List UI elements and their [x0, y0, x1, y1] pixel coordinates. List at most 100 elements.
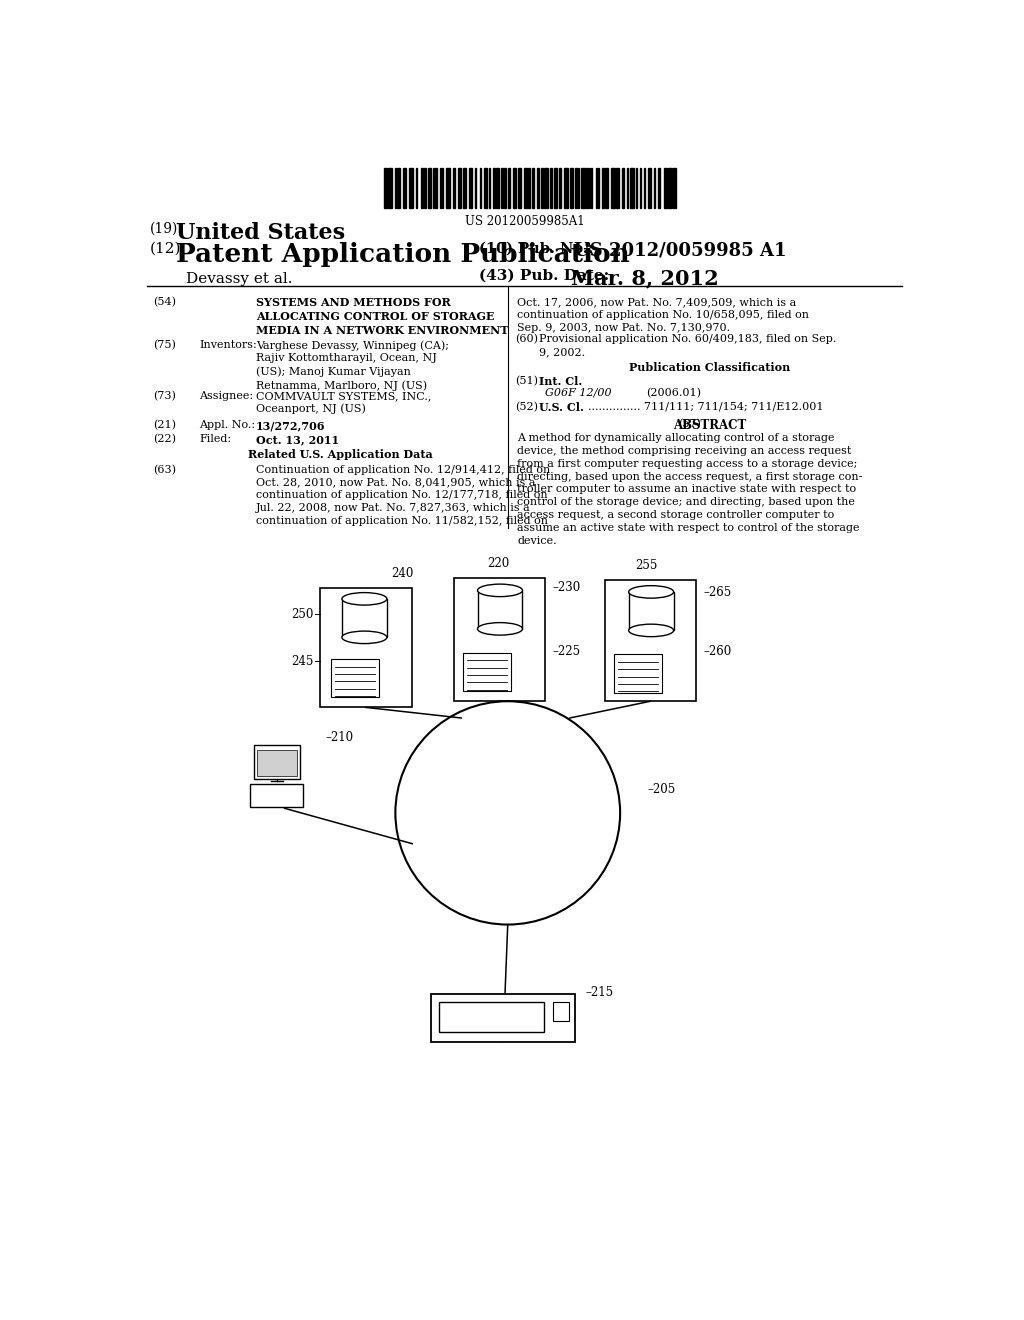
Bar: [402, 168, 407, 207]
Bar: [545, 168, 548, 207]
Bar: [410, 168, 413, 207]
Ellipse shape: [342, 631, 387, 644]
Text: –205: –205: [647, 783, 676, 796]
Bar: [488, 168, 489, 207]
Bar: [527, 168, 529, 207]
Text: 245: 245: [292, 655, 314, 668]
Bar: [342, 599, 387, 638]
Text: –265: –265: [703, 586, 731, 599]
Text: Int. Cl.: Int. Cl.: [539, 376, 582, 387]
Bar: [644, 168, 645, 207]
Text: 255: 255: [636, 558, 658, 572]
Bar: [484, 168, 487, 207]
Bar: [614, 655, 662, 693]
Bar: [254, 744, 300, 779]
Text: Oct. 13, 2011: Oct. 13, 2011: [256, 434, 339, 445]
Bar: [435, 168, 437, 207]
Bar: [421, 168, 423, 207]
Bar: [589, 168, 590, 207]
Text: Publication Classification: Publication Classification: [629, 363, 790, 374]
Bar: [627, 168, 628, 207]
Text: Appl. No.:: Appl. No.:: [200, 420, 255, 430]
Bar: [664, 168, 667, 207]
Text: (63): (63): [153, 465, 176, 475]
Bar: [428, 168, 431, 207]
Bar: [582, 168, 585, 207]
Text: (12): (12): [150, 242, 181, 256]
Bar: [331, 659, 379, 697]
Text: –260: –260: [703, 644, 731, 657]
Text: United States: United States: [176, 222, 345, 244]
Text: (57): (57): [678, 418, 701, 429]
Bar: [424, 168, 426, 207]
Bar: [596, 168, 597, 207]
Text: US 2012/0059985 A1: US 2012/0059985 A1: [573, 242, 786, 260]
Text: Patent Application Publication: Patent Application Publication: [176, 242, 630, 267]
Bar: [541, 168, 544, 207]
Bar: [513, 168, 516, 207]
Ellipse shape: [342, 593, 387, 605]
Text: (75): (75): [153, 341, 176, 350]
Bar: [384, 168, 387, 207]
Text: 240: 240: [391, 568, 414, 581]
Bar: [564, 168, 568, 207]
Bar: [453, 168, 455, 207]
Text: SYSTEMS AND METHODS FOR
ALLOCATING CONTROL OF STORAGE
MEDIA IN A NETWORK ENVIRON: SYSTEMS AND METHODS FOR ALLOCATING CONTR…: [256, 297, 508, 337]
Text: 220: 220: [487, 557, 510, 570]
Bar: [469, 168, 472, 207]
Bar: [604, 168, 608, 207]
Text: (43) Pub. Date:: (43) Pub. Date:: [479, 268, 609, 282]
Bar: [648, 168, 651, 207]
Text: Varghese Devassy, Winnipeg (CA);
Rajiv Kottomtharayil, Ocean, NJ
(US); Manoj Kum: Varghese Devassy, Winnipeg (CA); Rajiv K…: [256, 341, 449, 391]
Text: Oct. 17, 2006, now Pat. No. 7,409,509, which is a
continuation of application No: Oct. 17, 2006, now Pat. No. 7,409,509, w…: [517, 297, 809, 333]
Text: –215: –215: [586, 986, 613, 999]
Text: 13/272,706: 13/272,706: [256, 420, 326, 432]
Text: G06F 12/00: G06F 12/00: [545, 388, 611, 397]
Bar: [658, 168, 660, 207]
Text: (19): (19): [150, 222, 178, 235]
Text: (60): (60): [515, 334, 539, 345]
Bar: [537, 168, 539, 207]
Bar: [598, 168, 599, 207]
Text: US 20120059985A1: US 20120059985A1: [465, 215, 585, 228]
Text: –225: –225: [553, 644, 581, 657]
Bar: [578, 168, 579, 207]
Ellipse shape: [477, 585, 522, 597]
Bar: [475, 168, 476, 207]
Ellipse shape: [629, 586, 674, 598]
Bar: [640, 168, 641, 207]
Bar: [532, 168, 535, 207]
Text: Inventors:: Inventors:: [200, 341, 257, 350]
Bar: [459, 168, 461, 207]
Bar: [497, 168, 499, 207]
Bar: [494, 168, 496, 207]
Bar: [439, 168, 440, 207]
Bar: [636, 168, 637, 207]
Bar: [524, 168, 526, 207]
Text: (21): (21): [153, 420, 176, 430]
Bar: [477, 590, 522, 628]
Bar: [508, 168, 510, 207]
Bar: [629, 591, 674, 631]
Bar: [553, 1002, 568, 1020]
Bar: [433, 168, 434, 207]
Bar: [615, 168, 620, 207]
Text: (54): (54): [153, 297, 176, 308]
Text: COMMVAULT SYSTEMS, INC.,
Oceanport, NJ (US): COMMVAULT SYSTEMS, INC., Oceanport, NJ (…: [256, 391, 431, 414]
Bar: [586, 168, 588, 207]
Bar: [431, 994, 574, 1041]
Bar: [395, 168, 396, 207]
Bar: [574, 168, 577, 207]
Text: Continuation of application No. 12/914,412, filed on
Oct. 28, 2010, now Pat. No.: Continuation of application No. 12/914,4…: [256, 465, 550, 527]
Bar: [517, 168, 521, 207]
Text: (22): (22): [153, 434, 176, 445]
Text: ABSTRACT: ABSTRACT: [673, 418, 745, 432]
Bar: [397, 168, 400, 207]
Text: (51): (51): [515, 376, 539, 387]
Text: Provisional application No. 60/409,183, filed on Sep.
9, 2002.: Provisional application No. 60/409,183, …: [539, 334, 837, 356]
Bar: [416, 168, 417, 207]
Bar: [501, 168, 503, 207]
Bar: [550, 168, 552, 207]
Ellipse shape: [629, 624, 674, 636]
Text: Filed:: Filed:: [200, 434, 231, 444]
